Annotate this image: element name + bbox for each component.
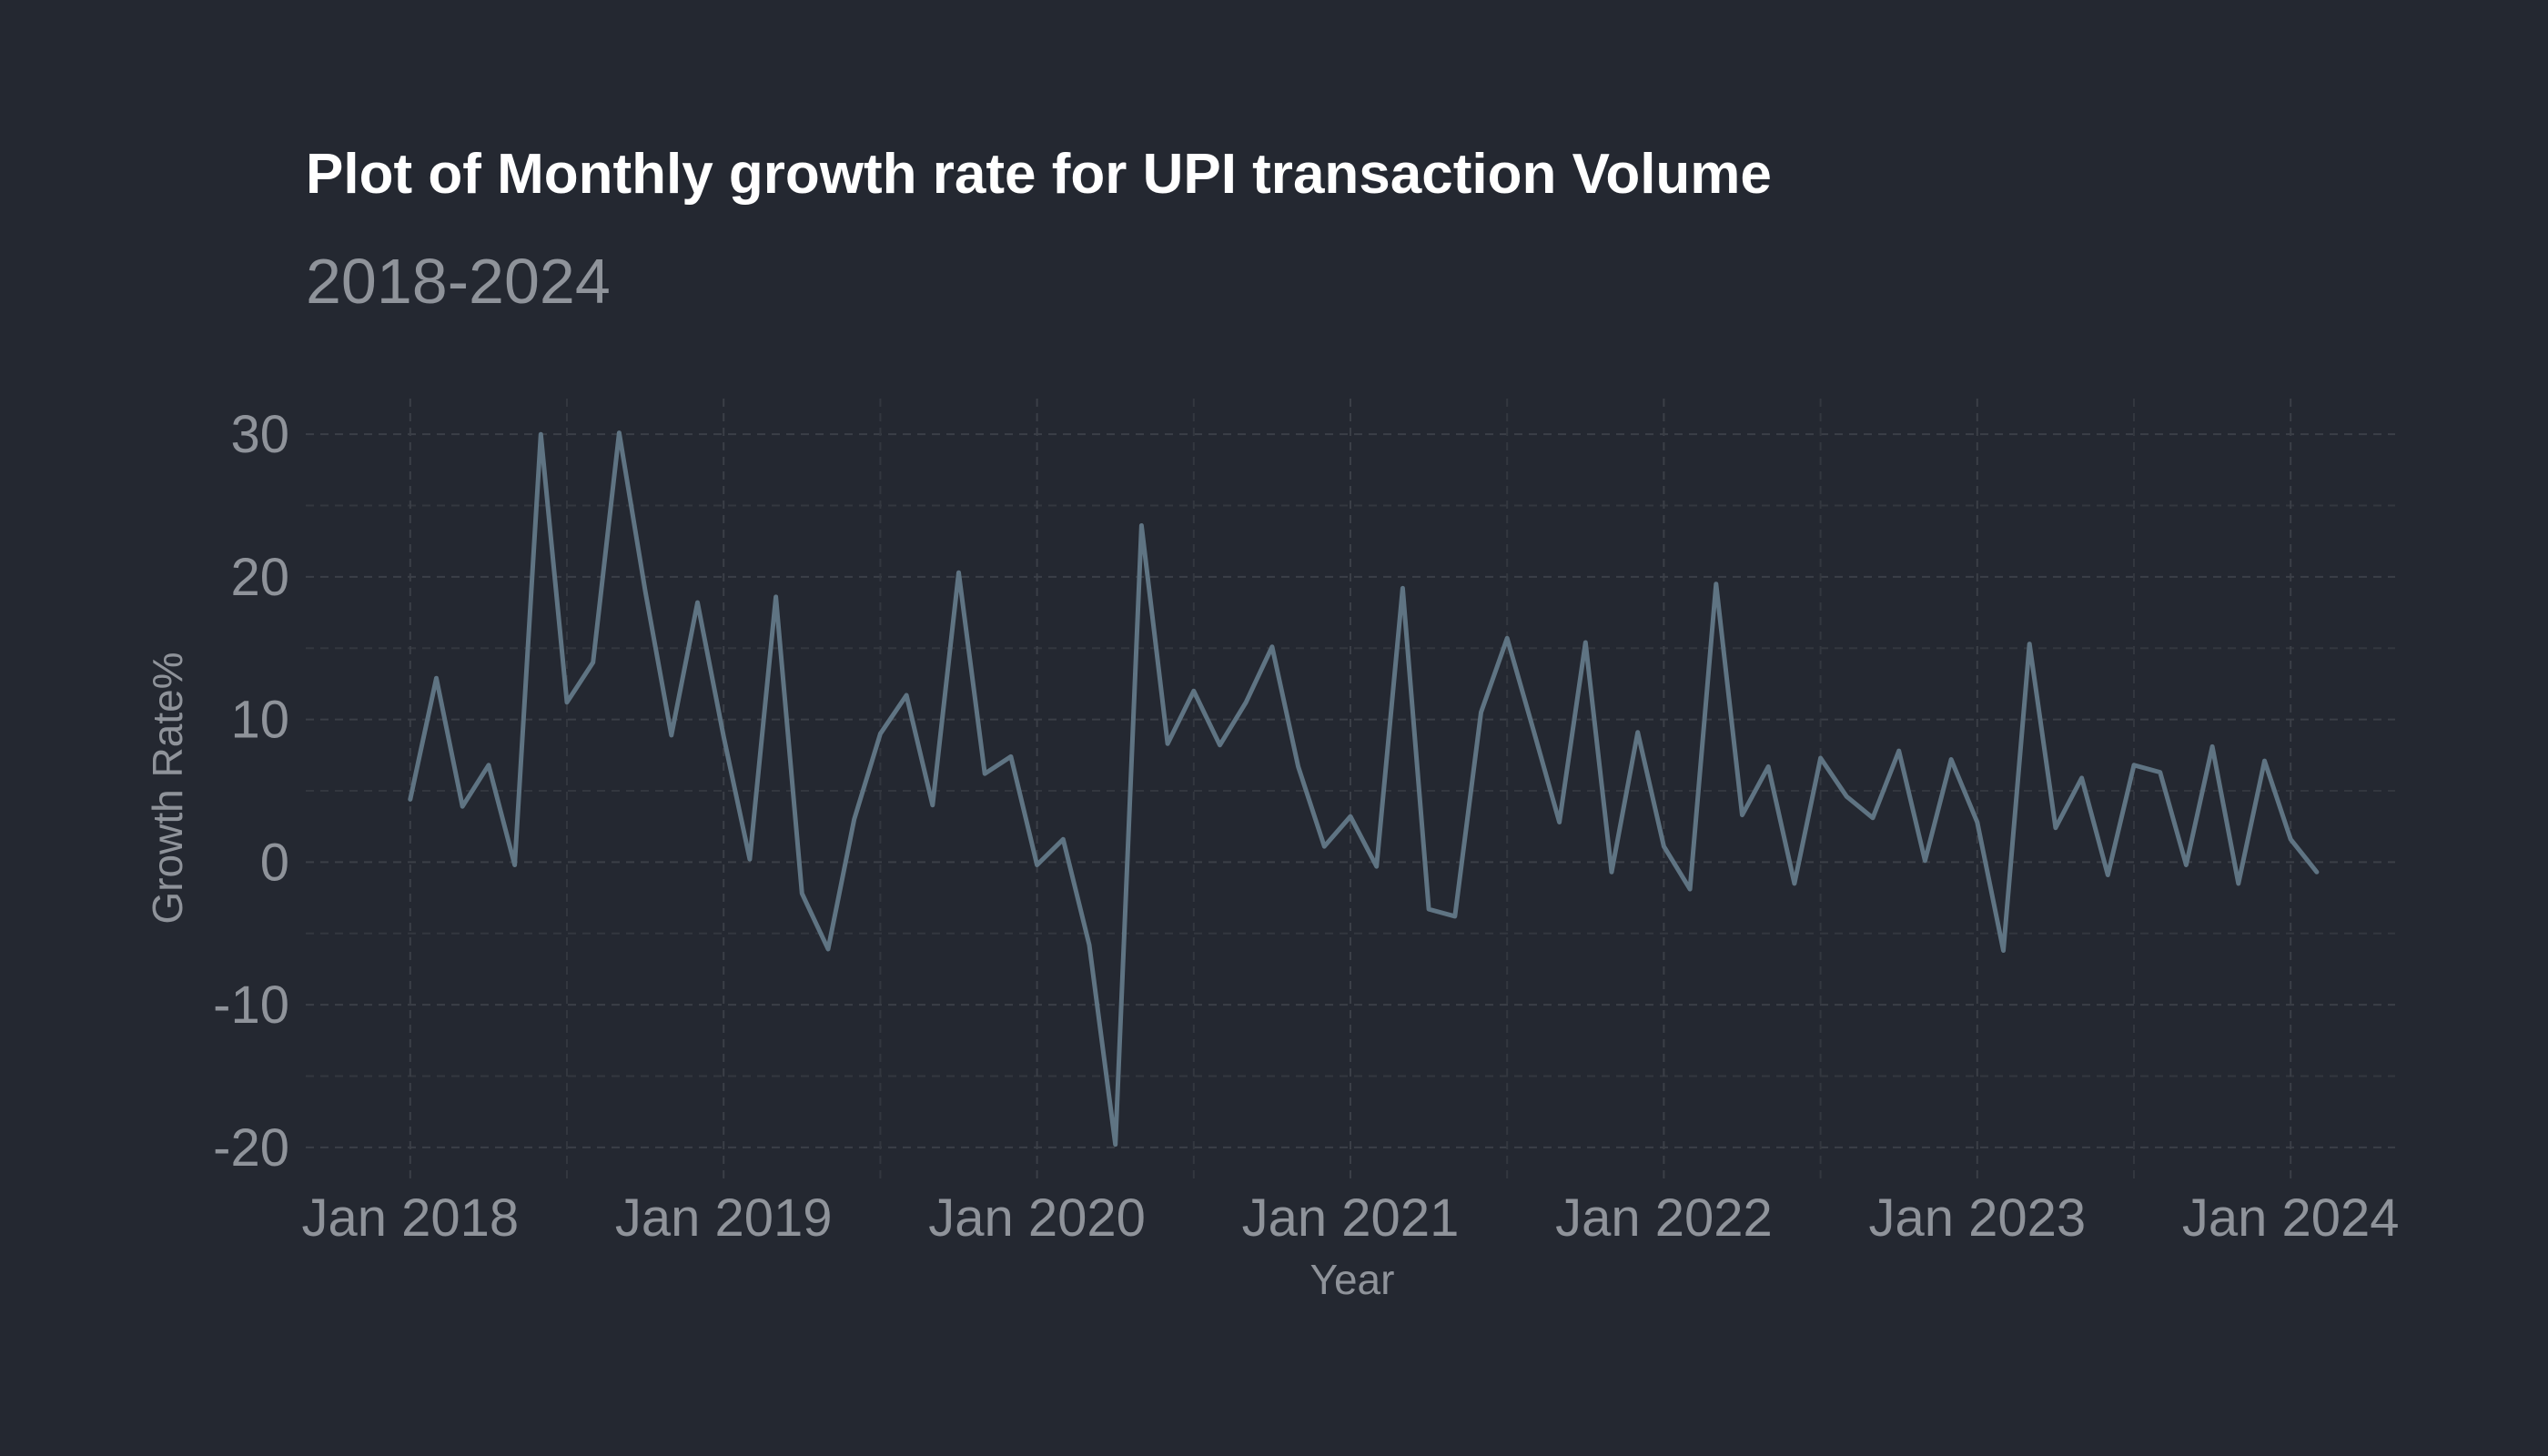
y-tick-label: 30 xyxy=(230,405,289,464)
y-axis-label: Growth Rate% xyxy=(144,652,191,924)
series-line xyxy=(408,430,2320,1148)
x-tick-label: Jan 2022 xyxy=(1555,1188,1773,1248)
chart-subtitle: 2018-2024 xyxy=(306,246,611,317)
series-group xyxy=(408,430,2320,1148)
y-tick-label: 20 xyxy=(230,548,289,607)
y-tick-label: -20 xyxy=(213,1118,289,1178)
x-tick-label: Jan 2023 xyxy=(1868,1188,2086,1248)
y-tick-labels: -20 -10 0 10 20 30 xyxy=(213,405,289,1178)
chart-title: Plot of Monthly growth rate for UPI tran… xyxy=(306,143,1772,206)
x-tick-labels: Jan 2018 Jan 2019 Jan 2020 Jan 2021 Jan 2022… xyxy=(301,1188,2399,1248)
x-tick-label: Jan 2019 xyxy=(615,1188,833,1248)
x-tick-label: Jan 2020 xyxy=(928,1188,1146,1248)
x-axis-label: Year xyxy=(1310,1256,1395,1303)
grid xyxy=(306,399,2395,1183)
x-tick-label: Jan 2018 xyxy=(301,1188,519,1248)
x-tick-label: Jan 2024 xyxy=(2182,1188,2400,1248)
x-tick-label: Jan 2021 xyxy=(1242,1188,1460,1248)
y-tick-label: 0 xyxy=(260,833,289,892)
y-tick-label: 10 xyxy=(230,691,289,750)
y-tick-label: -10 xyxy=(213,976,289,1035)
